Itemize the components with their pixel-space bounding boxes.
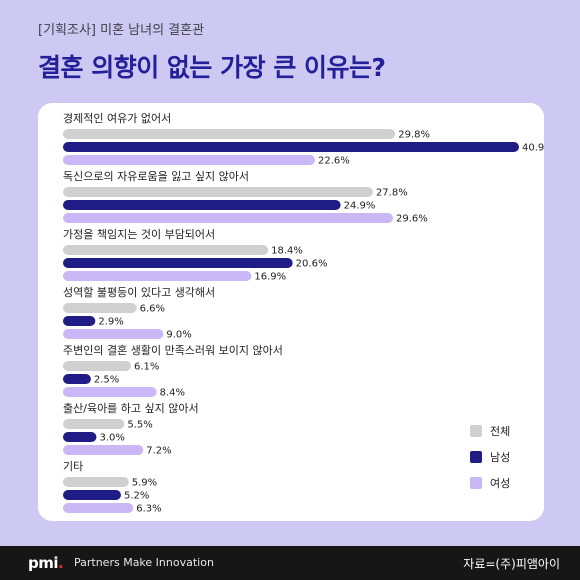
category-label: 성역할 불평등이 있다고 생각해서 [63, 285, 215, 299]
bar [63, 303, 137, 313]
legend-swatch [470, 477, 482, 489]
data-label: 3.0% [99, 433, 124, 444]
pmi-logo: pmi. [28, 554, 64, 572]
bar [63, 419, 125, 429]
bar [63, 129, 396, 139]
data-label: 6.1% [134, 362, 159, 373]
chart-card: 경제적인 여유가 없어서 29.8% 40.9% 22.6% 독신으로의 자유로움을 잃… [38, 103, 544, 521]
bar [63, 142, 519, 152]
bar [63, 361, 132, 371]
category-label: 경제적인 여유가 없어서 [63, 112, 171, 125]
source-note: 자료=(주)피앰아이 [463, 557, 560, 571]
bar [63, 213, 394, 223]
logo-text: pmi [28, 554, 59, 572]
data-label: 22.6% [318, 156, 350, 167]
data-label: 2.5% [94, 375, 119, 386]
bar [63, 445, 144, 455]
category-label: 주변인의 결혼 생활이 만족스러워 보이지 않아서 [63, 343, 283, 357]
data-label: 5.5% [127, 420, 152, 431]
data-label: 20.6% [296, 259, 328, 270]
bar [63, 503, 134, 513]
bar [63, 258, 293, 268]
bar [63, 245, 269, 255]
legend-swatch [470, 425, 482, 437]
data-label: 2.9% [98, 317, 123, 328]
category-label: 출산/육아를 하고 싶지 않아서 [63, 401, 199, 415]
bar [63, 271, 252, 281]
bar [63, 155, 315, 165]
data-label: 8.4% [160, 388, 185, 399]
legend-label: 여성 [490, 477, 510, 490]
data-label: 9.0% [166, 330, 191, 341]
bar [63, 200, 341, 210]
legend-label: 남성 [490, 451, 510, 464]
bar [63, 490, 121, 500]
bar [63, 477, 129, 487]
legend-swatch [470, 451, 482, 463]
data-label: 29.8% [398, 130, 430, 141]
data-label: 40.9% [522, 143, 544, 154]
subtitle: [기획조사] 미혼 남녀의 결혼관 [38, 23, 205, 38]
data-label: 16.9% [254, 272, 286, 283]
category-label: 독신으로의 자유로움을 잃고 싶지 않아서 [63, 169, 249, 183]
bar [63, 432, 97, 442]
data-label: 6.3% [136, 504, 161, 515]
data-label: 24.9% [344, 201, 376, 212]
data-label: 7.2% [146, 446, 171, 457]
data-label: 5.2% [124, 491, 149, 502]
bar [63, 187, 373, 197]
bar [63, 316, 96, 326]
data-label: 6.6% [140, 304, 165, 315]
bar [63, 329, 164, 339]
data-label: 5.9% [132, 478, 157, 489]
data-label: 18.4% [271, 246, 303, 257]
tagline: Partners Make Innovation [74, 556, 214, 569]
footer: pmi. Partners Make Innovation 자료=(주)피앰아이 [0, 546, 580, 580]
category-label: 기타 [63, 460, 83, 473]
bar-chart: 경제적인 여유가 없어서 29.8% 40.9% 22.6% 독신으로의 자유로움을 잃… [63, 112, 544, 515]
category-label: 가정을 책임지는 것이 부담되어서 [63, 228, 215, 241]
data-label: 27.8% [376, 188, 408, 199]
bar [63, 387, 157, 397]
bar [63, 374, 91, 384]
data-label: 29.6% [396, 214, 428, 225]
page-title: 결혼 의향이 없는 가장 큰 이유는? [38, 53, 386, 82]
legend-label: 전체 [490, 425, 510, 438]
